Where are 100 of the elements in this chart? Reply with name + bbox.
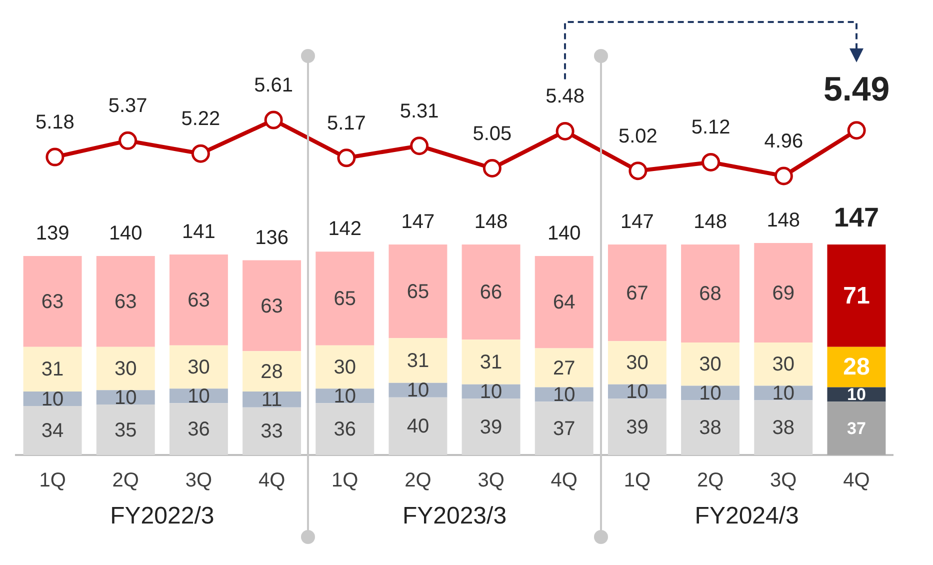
data-label: 30 bbox=[626, 352, 648, 374]
bar bbox=[96, 346, 155, 390]
data-label: 5.12 bbox=[691, 116, 730, 139]
x-tick-label: 1Q bbox=[332, 470, 358, 492]
data-label: 35 bbox=[114, 419, 137, 442]
x-tick-label: 4Q bbox=[843, 470, 870, 492]
bar bbox=[242, 351, 302, 392]
data-label: 10 bbox=[846, 385, 866, 404]
bar bbox=[827, 402, 886, 455]
data-label: 10 bbox=[41, 388, 64, 410]
data-label: 30 bbox=[114, 358, 137, 380]
data-label: 40 bbox=[406, 416, 430, 438]
bar bbox=[96, 404, 155, 455]
data-label: 28 bbox=[260, 360, 283, 383]
bar bbox=[608, 341, 666, 384]
data-label: 11 bbox=[261, 388, 282, 411]
point bbox=[410, 136, 429, 156]
x-tick-label: 3Q bbox=[185, 470, 212, 492]
data-label: 68 bbox=[699, 282, 722, 305]
total-label: 139 bbox=[36, 222, 70, 244]
bar bbox=[23, 406, 82, 455]
bar bbox=[169, 345, 228, 389]
total-label: 148 bbox=[766, 210, 800, 232]
bar bbox=[388, 338, 448, 383]
text: FY2022/3 bbox=[110, 502, 214, 530]
data-label: 10 bbox=[406, 380, 430, 402]
data-label: 10 bbox=[480, 381, 502, 404]
data-label: 5.18 bbox=[35, 112, 74, 134]
bar bbox=[96, 256, 155, 347]
point bbox=[482, 158, 502, 178]
data-label: 10 bbox=[114, 386, 137, 409]
point bbox=[337, 148, 356, 168]
x-tick-label: 1Q bbox=[624, 470, 651, 492]
bar bbox=[388, 244, 448, 338]
data-label: 5.48 bbox=[546, 86, 585, 108]
data-label: 4.96 bbox=[764, 130, 804, 153]
data-label: 65 bbox=[334, 288, 356, 310]
data-label: 63 bbox=[260, 295, 283, 318]
data-label: 38 bbox=[772, 417, 794, 440]
bar bbox=[242, 260, 302, 352]
data-label: 10 bbox=[699, 382, 722, 404]
data-label: 10 bbox=[626, 381, 648, 404]
bar bbox=[169, 403, 228, 455]
x-tick-label: 3Q bbox=[770, 470, 797, 492]
bar bbox=[681, 400, 740, 455]
text: FY2023/3 bbox=[402, 502, 507, 530]
bar bbox=[462, 340, 520, 384]
data-label: 31 bbox=[480, 351, 502, 374]
data-label: 30 bbox=[699, 354, 722, 376]
bar bbox=[754, 243, 813, 343]
data-label: 5.37 bbox=[108, 95, 148, 118]
total-label: 141 bbox=[182, 221, 216, 244]
data-label: 5.22 bbox=[181, 108, 220, 130]
total-label: 142 bbox=[328, 218, 362, 240]
x-tick-label: 4Q bbox=[258, 470, 286, 492]
data-label: 36 bbox=[334, 418, 356, 441]
bar bbox=[316, 345, 374, 389]
data-label: 28 bbox=[843, 354, 870, 381]
total-label: 148 bbox=[694, 210, 727, 233]
bar bbox=[534, 256, 594, 348]
data-label: 5.61 bbox=[254, 74, 294, 97]
data-label: 67 bbox=[626, 282, 648, 304]
total-label: 148 bbox=[474, 210, 508, 233]
data-label: 39 bbox=[480, 416, 502, 438]
data-label: 37 bbox=[846, 419, 866, 438]
x-tick-label: 4Q bbox=[550, 470, 578, 492]
data-label: 31 bbox=[406, 350, 430, 372]
data-label: 64 bbox=[553, 292, 576, 314]
total-label: 140 bbox=[108, 222, 142, 244]
data-label: 10 bbox=[772, 382, 794, 404]
data-label: 33 bbox=[260, 420, 283, 443]
data-label: 5.31 bbox=[400, 100, 439, 122]
x-tick-label: 3Q bbox=[478, 470, 504, 492]
data-label: 65 bbox=[406, 280, 430, 303]
data-label: 63 bbox=[188, 289, 210, 312]
total-label: 140 bbox=[547, 222, 581, 244]
point bbox=[264, 110, 283, 130]
bar bbox=[388, 397, 448, 455]
data-label: 63 bbox=[114, 290, 137, 313]
x-tick-label: 2Q bbox=[696, 470, 724, 492]
bar bbox=[462, 398, 520, 455]
total-label: 147 bbox=[620, 210, 654, 233]
bar bbox=[316, 403, 374, 455]
x-tick-label: 1Q bbox=[39, 470, 66, 492]
data-label: 39 bbox=[626, 416, 648, 438]
data-label: 38 bbox=[699, 417, 722, 440]
data-label: 34 bbox=[41, 420, 64, 442]
bar bbox=[534, 402, 594, 455]
data-label: 31 bbox=[41, 358, 64, 381]
bar bbox=[754, 342, 813, 386]
data-label: 10 bbox=[553, 384, 576, 406]
bar bbox=[681, 244, 740, 343]
point bbox=[191, 144, 210, 163]
data-label: 10 bbox=[334, 385, 356, 408]
data-label: 5.05 bbox=[472, 122, 512, 145]
data-label: 30 bbox=[334, 356, 356, 379]
data-label: 5.49 bbox=[823, 70, 890, 109]
bar bbox=[242, 407, 302, 455]
point bbox=[847, 121, 866, 140]
bar bbox=[534, 348, 594, 388]
